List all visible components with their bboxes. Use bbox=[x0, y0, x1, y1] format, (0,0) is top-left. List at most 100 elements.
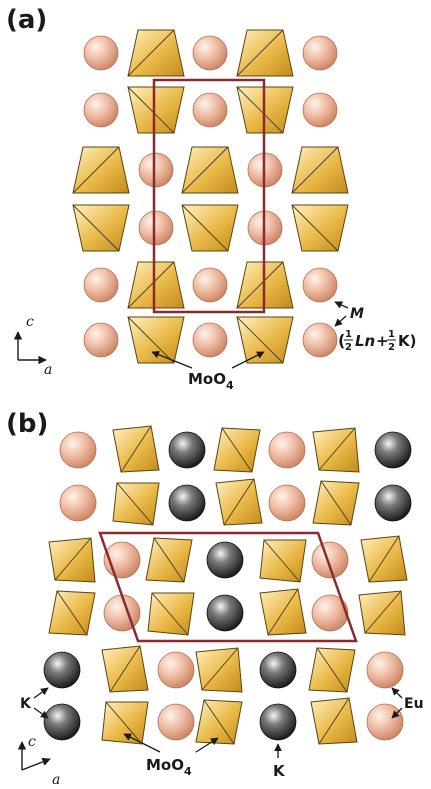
panel-a-ln-k-spheres bbox=[83, 35, 338, 358]
panel-a-moo4 bbox=[72, 204, 130, 252]
panel-a-moo4 bbox=[291, 146, 349, 194]
panel-b-k-sphere bbox=[168, 484, 206, 522]
panel-a-m-pointer-2 bbox=[334, 315, 347, 327]
panel-b-eu-sphere bbox=[366, 651, 404, 689]
panel-a-moo4 bbox=[127, 86, 185, 134]
panel-b-moo4 bbox=[310, 697, 358, 745]
panel-b-moo4 bbox=[101, 701, 149, 745]
panel-a-sphere bbox=[192, 92, 228, 128]
panel-b-unit-cell bbox=[98, 531, 358, 643]
panel-b-moo4 bbox=[145, 537, 193, 583]
panel-b-axis-c: c bbox=[28, 734, 36, 750]
panel-b-eu-sphere bbox=[59, 484, 97, 522]
panel-b-k-sphere bbox=[374, 484, 412, 522]
panel-b-moo4 bbox=[312, 427, 360, 473]
panel-b-moo4 bbox=[259, 539, 307, 583]
panel-b-label: (b) bbox=[6, 409, 48, 439]
panel-b-k-pointer-1 bbox=[33, 687, 49, 699]
panel-a-moo4 bbox=[72, 146, 130, 194]
panel-b-moo4 bbox=[195, 699, 243, 745]
panel-b-k-sphere bbox=[374, 431, 412, 469]
panel-a-label: (a) bbox=[6, 5, 47, 35]
panel-a-moo4 bbox=[181, 146, 239, 194]
panel-b-k-sphere bbox=[259, 703, 297, 741]
panel-b-eu-pointer-1 bbox=[391, 687, 403, 699]
panel-b-k-sphere bbox=[168, 431, 206, 469]
panel-b-eu-sphere bbox=[366, 703, 404, 741]
panel-b-eu-sphere bbox=[157, 651, 195, 689]
panel-b-k-sphere bbox=[206, 594, 244, 632]
panel-b-moo4 bbox=[48, 590, 96, 636]
svg-text:1: 1 bbox=[388, 329, 395, 340]
panel-b: (b) K Eu MoO4 K c a bbox=[6, 409, 424, 788]
panel-a-site-formula: ( 1 2 Ln + 1 2 K) bbox=[338, 329, 416, 353]
svg-text:Ln: Ln bbox=[355, 332, 375, 350]
panel-b-eu-sphere bbox=[103, 594, 141, 632]
panel-b-k-sphere bbox=[43, 703, 81, 741]
svg-text:+: + bbox=[376, 332, 389, 350]
panel-a-moo4 bbox=[127, 261, 185, 309]
panel-a-sphere bbox=[302, 92, 338, 128]
panel-b-moo4 bbox=[112, 482, 160, 526]
panel-a-sphere bbox=[83, 35, 119, 71]
panel-b-eu-sphere bbox=[311, 541, 349, 579]
svg-text:K): K) bbox=[398, 332, 416, 350]
panel-b-moo4 bbox=[358, 590, 406, 636]
panel-b-k-label: K bbox=[20, 696, 32, 712]
panel-b-eu-label: Eu bbox=[404, 696, 424, 712]
panel-a-moo4-pointer-left bbox=[151, 350, 193, 369]
panel-b-moo4 bbox=[213, 427, 261, 473]
svg-text:1: 1 bbox=[345, 329, 352, 340]
panel-b-eu-sphere bbox=[311, 594, 349, 632]
panel-b-k-bottom-label: K bbox=[273, 762, 286, 780]
panel-a-axis-a: a bbox=[44, 362, 52, 378]
panel-a-moo4-label: MoO4 bbox=[188, 370, 234, 392]
panel-a-moo4 bbox=[181, 204, 239, 252]
panel-b-moo4-tetrahedra bbox=[48, 425, 408, 745]
panel-a-sphere bbox=[83, 267, 119, 303]
panel-a-sphere bbox=[83, 322, 119, 358]
panel-b-eu-sphere bbox=[59, 431, 97, 469]
panel-b-k-sphere bbox=[206, 541, 244, 579]
panel-a-moo4-pointer-right bbox=[231, 351, 265, 369]
panel-a: (a) c a M ( 1 2 Ln + 1 2 K) bbox=[6, 5, 416, 392]
panel-a-site-label: M bbox=[350, 306, 364, 322]
panel-b-moo4 bbox=[147, 592, 195, 636]
panel-a-sphere bbox=[302, 267, 338, 303]
panel-a-moo4 bbox=[291, 204, 349, 252]
panel-b-eu-pointer-2 bbox=[391, 707, 403, 719]
svg-text:(: ( bbox=[338, 331, 345, 350]
panel-b-k-sphere bbox=[259, 651, 297, 689]
panel-a-sphere bbox=[192, 35, 228, 71]
panel-b-moo4 bbox=[101, 645, 149, 693]
panel-b-moo4 bbox=[48, 537, 96, 583]
panel-a-sphere bbox=[138, 210, 174, 246]
panel-b-moo4 bbox=[312, 480, 360, 526]
panel-b-moo4 bbox=[215, 478, 263, 526]
panel-b-moo4 bbox=[308, 647, 356, 693]
panel-b-moo4-pointer-left bbox=[123, 733, 161, 753]
panel-a-sphere bbox=[302, 35, 338, 71]
panel-a-sphere bbox=[138, 152, 174, 188]
panel-a-unit-cell bbox=[152, 78, 266, 314]
panel-a-axes: c a bbox=[13, 314, 52, 378]
panel-b-eu-sphere bbox=[268, 431, 306, 469]
panel-b-axes: c a bbox=[17, 734, 60, 788]
panel-a-axis-c: c bbox=[26, 314, 34, 330]
panel-a-sphere bbox=[192, 267, 228, 303]
panel-b-k-pointer-2 bbox=[33, 707, 49, 719]
panel-b-k-sphere bbox=[43, 651, 81, 689]
panel-a-moo4 bbox=[236, 29, 294, 77]
panel-b-moo4 bbox=[195, 647, 243, 693]
panel-b-axis-a: a bbox=[52, 772, 60, 788]
panel-b-moo4 bbox=[112, 425, 160, 473]
svg-text:2: 2 bbox=[345, 342, 352, 353]
panel-a-sphere bbox=[192, 322, 228, 358]
panel-b-eu-sphere bbox=[268, 484, 306, 522]
panel-b-moo4-label: MoO4 bbox=[146, 756, 192, 778]
panel-a-m-pointer-1 bbox=[334, 301, 349, 309]
panel-a-moo4 bbox=[127, 29, 185, 77]
svg-text:2: 2 bbox=[388, 342, 395, 353]
panel-a-sphere bbox=[83, 92, 119, 128]
panel-b-moo4 bbox=[259, 588, 307, 636]
